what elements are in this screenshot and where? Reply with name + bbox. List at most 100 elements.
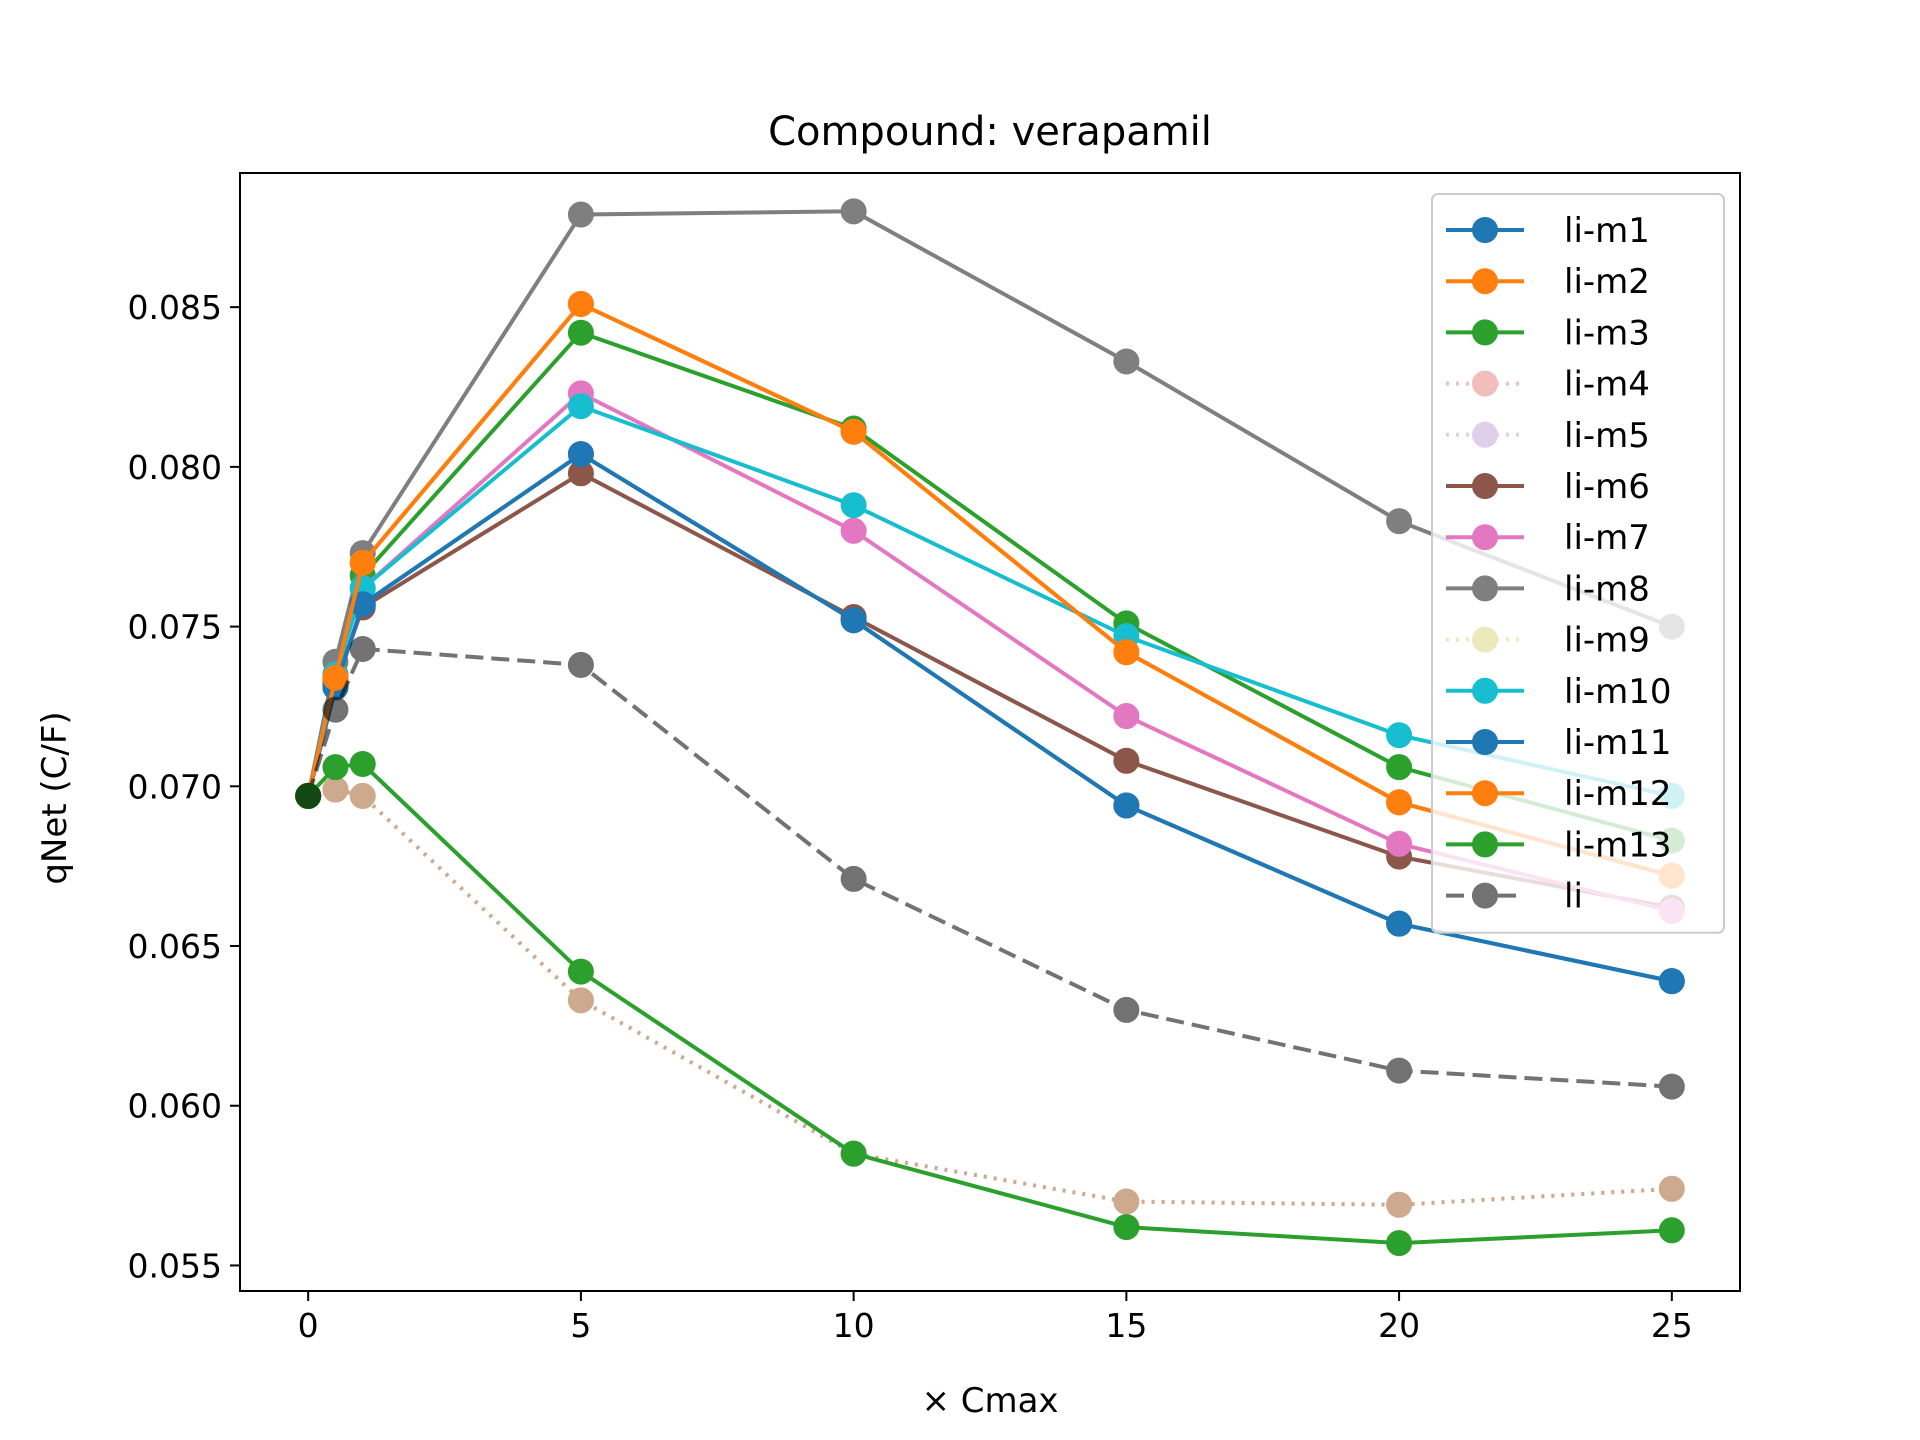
x-tick-label: 0 bbox=[298, 1306, 319, 1345]
legend-label: li-m3 bbox=[1564, 313, 1650, 353]
data-point bbox=[349, 782, 376, 809]
x-tick-label: 5 bbox=[570, 1306, 591, 1345]
data-point bbox=[1386, 1057, 1413, 1084]
data-point bbox=[1113, 792, 1140, 819]
data-point bbox=[1386, 722, 1413, 749]
data-point bbox=[567, 987, 594, 1014]
data-point bbox=[840, 418, 867, 445]
legend-swatch-marker bbox=[1472, 882, 1498, 909]
data-point bbox=[567, 290, 594, 317]
data-point bbox=[322, 754, 349, 781]
x-tick-label: 20 bbox=[1378, 1306, 1420, 1345]
x-axis: 0 5 10 15 20 25 bbox=[298, 1291, 1693, 1345]
x-tick-label: 15 bbox=[1105, 1306, 1147, 1345]
legend: li-m1 li-m2 li-m3 li-m4 li-m5 li-m6 li-m7 li-m8… bbox=[1431, 193, 1725, 934]
data-point bbox=[349, 549, 376, 576]
data-point bbox=[1658, 1175, 1685, 1202]
series-line bbox=[307, 787, 1672, 1207]
data-point bbox=[840, 607, 867, 634]
y-tick-label: 0.060 bbox=[128, 1087, 222, 1126]
legend-item bbox=[1446, 729, 1524, 755]
data-point bbox=[1386, 830, 1413, 857]
data-point bbox=[567, 987, 594, 1014]
series-line bbox=[307, 787, 1672, 1207]
data-point bbox=[567, 393, 594, 420]
chart-title: Compound: verapamil bbox=[768, 109, 1212, 155]
data-point bbox=[1386, 508, 1413, 535]
data-point bbox=[349, 782, 376, 809]
data-point bbox=[1658, 1073, 1685, 1100]
legend-item bbox=[1446, 882, 1524, 909]
data-point bbox=[1386, 910, 1413, 937]
x-axis-label: × Cmax bbox=[921, 1381, 1058, 1421]
data-point bbox=[322, 696, 349, 723]
legend-label: li-m7 bbox=[1564, 518, 1650, 558]
data-point bbox=[1386, 1230, 1413, 1257]
legend-label: li-m11 bbox=[1564, 723, 1672, 763]
legend-label: li-m5 bbox=[1564, 416, 1650, 456]
data-point bbox=[1658, 1217, 1685, 1244]
data-point bbox=[1658, 968, 1685, 995]
legend-label: li-m8 bbox=[1564, 569, 1650, 609]
data-point bbox=[567, 958, 594, 985]
data-point bbox=[840, 198, 867, 225]
data-point bbox=[322, 776, 349, 803]
legend-label: li-m13 bbox=[1564, 825, 1672, 865]
data-point bbox=[1113, 1188, 1140, 1215]
legend-label: li-m2 bbox=[1564, 262, 1650, 302]
legend-item bbox=[1446, 217, 1524, 243]
data-point bbox=[1658, 1175, 1685, 1202]
data-point bbox=[349, 750, 376, 777]
data-point bbox=[567, 319, 594, 346]
legend-item bbox=[1446, 626, 1524, 653]
y-axis-label: qNet (C/F) bbox=[35, 711, 75, 884]
data-point bbox=[567, 201, 594, 228]
legend-item bbox=[1446, 524, 1524, 551]
legend-label: li-m6 bbox=[1564, 467, 1650, 507]
data-point bbox=[1386, 789, 1413, 816]
y-tick-label: 0.065 bbox=[128, 927, 222, 966]
y-tick-label: 0.055 bbox=[128, 1246, 222, 1285]
data-point bbox=[322, 664, 349, 691]
series-line bbox=[306, 209, 1673, 797]
legend-swatch-marker bbox=[1472, 524, 1498, 551]
data-point bbox=[1113, 1188, 1140, 1215]
y-axis: 0.055 0.060 0.065 0.070 0.075 0.080 0.085 bbox=[128, 288, 240, 1285]
data-point bbox=[840, 1140, 867, 1167]
legend-box bbox=[1431, 193, 1725, 934]
y-tick-label: 0.085 bbox=[128, 288, 222, 327]
legend-swatch-marker bbox=[1472, 677, 1498, 704]
legend-swatch-marker bbox=[1472, 473, 1498, 499]
x-tick-label: 10 bbox=[833, 1306, 875, 1345]
data-point bbox=[349, 782, 376, 809]
legend-swatch-marker bbox=[1472, 268, 1498, 295]
legend-item bbox=[1446, 319, 1524, 346]
data-point bbox=[1113, 639, 1140, 666]
legend-item bbox=[1446, 677, 1524, 704]
legend-swatch-marker bbox=[1472, 217, 1498, 243]
data-point bbox=[567, 651, 594, 678]
data-point bbox=[567, 987, 594, 1014]
legend-item bbox=[1446, 831, 1524, 858]
legend-label: li-m1 bbox=[1564, 211, 1650, 251]
legend-swatch-marker bbox=[1472, 370, 1498, 397]
series-line bbox=[307, 787, 1672, 1207]
data-point bbox=[840, 517, 867, 544]
legend-item bbox=[1446, 370, 1524, 397]
plot-frame bbox=[239, 172, 1741, 1292]
data-point bbox=[1113, 1214, 1140, 1241]
data-point bbox=[349, 591, 376, 618]
legend-item bbox=[1446, 473, 1524, 499]
data-point bbox=[1113, 348, 1140, 375]
data-point bbox=[1386, 1191, 1413, 1218]
series-li bbox=[295, 635, 1685, 1100]
legend-item bbox=[1446, 268, 1524, 295]
data-point bbox=[840, 492, 867, 519]
legend-swatch-marker bbox=[1472, 831, 1498, 858]
legend-label: li-m4 bbox=[1564, 365, 1650, 405]
data-point bbox=[1386, 1191, 1413, 1218]
data-point bbox=[349, 635, 376, 662]
legend-item bbox=[1446, 575, 1524, 602]
legend-label: li-m10 bbox=[1564, 672, 1672, 712]
